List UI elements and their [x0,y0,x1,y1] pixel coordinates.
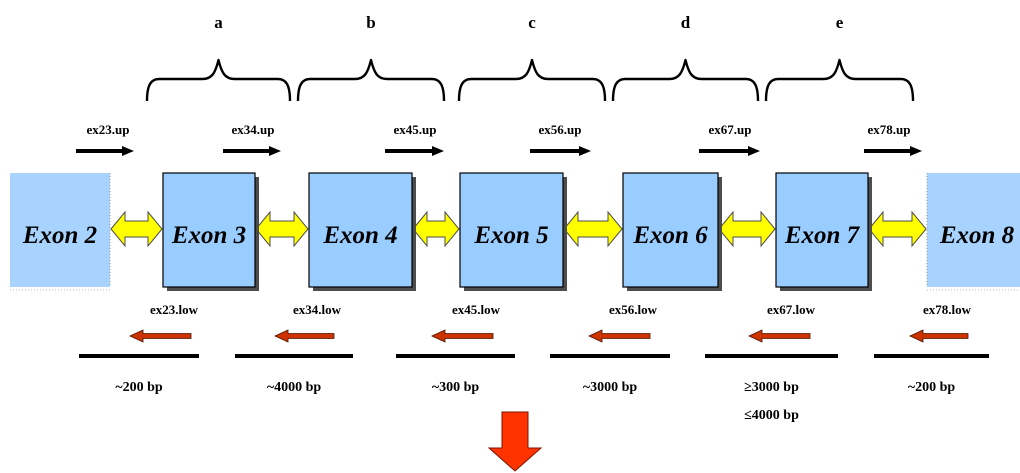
left-arrow-icon [589,330,650,342]
intron-size-label: ~3000 bp [583,380,638,395]
exon-6: Exon 6 [623,173,722,291]
exon-8: Exon 8 [927,173,1020,290]
forward-primer: ex78.up [864,122,922,156]
double-headed-arrow-icon [256,212,308,246]
double-headed-arrow-icon [111,212,162,246]
forward-primer-label: ex23.up [87,122,130,137]
intron-size: ~200 bp [79,356,199,395]
forward-primer-label: ex67.up [709,122,752,137]
reverse-primer-label: ex56.low [609,302,658,317]
forward-primer-label: ex45.up [394,122,437,137]
intron-size: ~200 bp [874,356,989,395]
forward-primer-label: ex78.up [868,122,911,137]
reverse-primer: ex56.low [589,302,658,342]
exon-label: Exon 5 [473,222,548,249]
exon-label: Exon 7 [784,222,861,249]
exon-7: Exon 7 [776,173,872,291]
forward-primer: ex45.up [385,122,444,156]
reverse-primer: ex34.low [275,302,342,342]
double-headed-arrow-icon [719,212,775,246]
region-brace-a: a [147,13,290,101]
region-brace-e: e [766,13,913,101]
reverse-primer: ex23.low [130,302,199,342]
left-arrow-icon [910,330,968,342]
intron-size-label: ≤4000 bp [744,408,799,423]
forward-primer: ex23.up [76,122,134,156]
exon-4: Exon 4 [309,173,416,291]
reverse-primer-label: ex34.low [293,302,342,317]
left-arrow-icon [749,330,810,342]
exon-label: Exon 8 [939,222,1015,249]
exon-label: Exon 6 [632,222,708,249]
double-headed-arrow-icon [413,212,459,246]
forward-primer-label: ex34.up [232,122,275,137]
region-brace-d: d [613,13,758,101]
exon-label: Exon 4 [322,222,397,249]
intron-size-label: ~4000 bp [267,380,322,395]
intron-size: ~4000 bp [235,356,353,395]
intron-size: ~300 bp [396,356,515,395]
exon-3: Exon 3 [163,173,259,291]
down-arrow-icon [489,412,541,471]
reverse-primer: ex78.low [910,302,972,342]
left-arrow-icon [432,330,493,342]
region-letter-d: d [681,13,691,32]
reverse-primer-label: ex45.low [452,302,501,317]
forward-primer: ex56.up [530,122,591,156]
left-arrow-icon [275,330,334,342]
intron-size-bars: ~200 bp ~4000 bp ~300 bp ~3000 bp ≥3000 bp ≤4… [79,356,989,423]
reverse-primer: ex45.low [432,302,501,342]
region-brace-b: b [298,13,444,101]
double-headed-arrow-icon [869,212,926,246]
forward-primer: ex67.up [699,122,760,156]
reverse-primer-label: ex23.low [150,302,199,317]
region-brace-c: c [459,13,605,101]
intron-size-label: ~200 bp [115,380,163,395]
exon-2: Exon 2 [10,173,110,290]
exon-label: Exon 2 [22,222,97,249]
intron-size-label: ~200 bp [908,380,956,395]
reverse-primer-label: ex67.low [767,302,816,317]
double-headed-arrow-icon [564,212,622,246]
region-letter-c: c [528,13,536,32]
region-letter-e: e [836,13,844,32]
exon-label: Exon 3 [171,222,246,249]
intron-size-label: ~300 bp [432,380,480,395]
exons: Exon 2 Exon 3 Exon 4 Exon 5 Exon 6 Exon 7 Exon… [10,173,1020,291]
intron-size: ~3000 bp [550,356,670,395]
reverse-primers: ex23.low ex34.low ex45.low ex56.low ex67.low… [130,302,972,342]
forward-primer: ex34.up [223,122,281,156]
forward-primers: ex23.up ex34.up ex45.up ex56.up ex67.up ex78.… [76,122,922,156]
left-arrow-icon [130,330,191,342]
reverse-primer: ex67.low [749,302,816,342]
intron-size-label: ≥3000 bp [744,380,799,395]
region-letter-a: a [214,13,223,32]
continuation-arrow [489,412,541,471]
region-letter-b: b [366,13,375,32]
region-braces: a b c d e [147,13,913,101]
exon-5: Exon 5 [460,173,567,291]
intron-size: ≥3000 bp ≤4000 bp [705,356,838,423]
forward-primer-label: ex56.up [539,122,582,137]
reverse-primer-label: ex78.low [923,302,972,317]
